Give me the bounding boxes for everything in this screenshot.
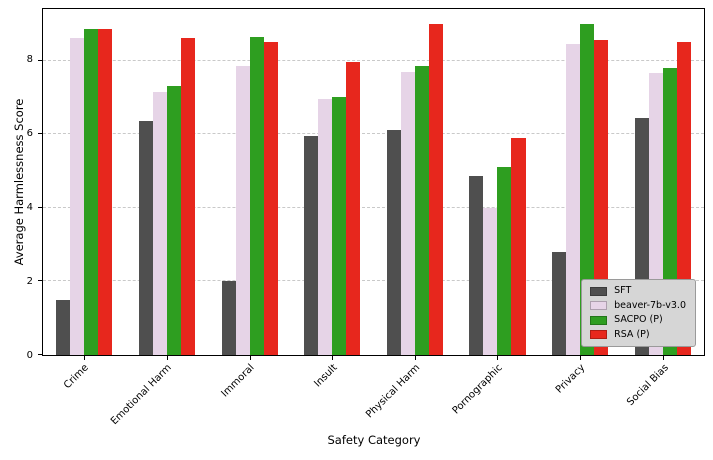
bar-sacpo-p- (84, 29, 99, 355)
bar-sft (138, 121, 153, 355)
legend-swatch (590, 330, 608, 340)
x-tick-mark (84, 355, 86, 360)
bar-sacpo-p- (414, 66, 429, 355)
legend: SFT beaver-7b-v3.0 SACPO (P) RSA (P) (581, 279, 696, 347)
y-tick-labels: 0 2 4 6 8 (0, 8, 42, 360)
bar-sacpo-p- (249, 36, 264, 355)
x-tick-label: Crime (61, 362, 91, 392)
y-tick-label: 0 (26, 350, 33, 361)
y-tick-mark (38, 206, 43, 208)
x-tick-mark (332, 355, 334, 360)
legend-entry: SACPO (P) (590, 314, 686, 326)
x-tick-label: Immoral (219, 362, 257, 400)
legend-swatch (590, 286, 608, 296)
x-tick-mark (497, 355, 499, 360)
x-tick-label: Pornographic (450, 362, 505, 417)
x-tick-mark (249, 355, 251, 360)
bar-beaver-7b-v3-0 (318, 99, 333, 355)
x-tick-mark (662, 355, 664, 360)
bar-group (43, 9, 126, 355)
bar-group (126, 9, 209, 355)
legend-label: SFT (614, 285, 632, 297)
legend-label: beaver-7b-v3.0 (614, 299, 686, 311)
legend-swatch (590, 301, 608, 311)
bar-group (208, 9, 291, 355)
bar-rsa-p- (428, 23, 443, 355)
bar-sft (56, 299, 71, 355)
bar-rsa-p- (263, 42, 278, 355)
x-tick-mark (414, 355, 416, 360)
bar-group (374, 9, 457, 355)
bar-beaver-7b-v3-0 (152, 91, 167, 355)
legend-entry: beaver-7b-v3.0 (590, 299, 686, 311)
bar-sft (469, 176, 484, 355)
bar-sacpo-p- (332, 97, 347, 355)
bar-beaver-7b-v3-0 (483, 207, 498, 355)
y-tick-mark (38, 354, 43, 355)
bar-rsa-p- (180, 38, 195, 355)
legend-label: RSA (P) (614, 328, 650, 340)
bar-rsa-p- (511, 137, 526, 355)
x-tick-label: Privacy (554, 362, 588, 396)
y-tick-label: 4 (26, 201, 33, 213)
gridline (43, 59, 704, 61)
legend-entry: RSA (P) (590, 328, 686, 340)
bar-sacpo-p- (497, 167, 512, 355)
x-tick-labels: Crime Emotional Harm Immoral Insult Physical… (42, 359, 705, 429)
bar-group (456, 9, 539, 355)
bar-sft (386, 130, 401, 355)
x-tick-label: Insult (311, 362, 340, 390)
bar-sft (221, 281, 236, 355)
bar-sacpo-p- (580, 23, 595, 355)
bar-group (291, 9, 374, 355)
bar-groups (43, 9, 704, 355)
plot-area: SFT beaver-7b-v3.0 SACPO (P) RSA (P) (38, 8, 705, 360)
x-tick-label: Social Bias (624, 362, 671, 409)
gridline (43, 206, 704, 208)
y-tick-mark (38, 59, 43, 61)
x-tick-mark (580, 355, 582, 360)
bar-rsa-p- (676, 42, 691, 355)
bar-sft (552, 251, 567, 355)
x-tick-label: Emotional Harm (108, 362, 174, 428)
bar-beaver-7b-v3-0 (566, 43, 581, 355)
y-tick-label: 2 (26, 275, 33, 287)
gridline (43, 133, 704, 135)
bar-rsa-p- (594, 40, 609, 355)
y-tick-label: 6 (26, 127, 33, 139)
y-tick-mark (38, 280, 43, 282)
bar-beaver-7b-v3-0 (235, 66, 250, 355)
bar-rsa-p- (98, 29, 113, 355)
bar-group (539, 9, 622, 355)
bar-beaver-7b-v3-0 (70, 38, 85, 355)
bar-beaver-7b-v3-0 (400, 71, 415, 355)
x-axis-label: Safety Category (327, 433, 421, 447)
bar-sft (304, 136, 319, 355)
legend-label: SACPO (P) (614, 314, 663, 326)
bar-rsa-p- (346, 62, 361, 355)
x-tick-label: Physical Harm (363, 362, 423, 421)
x-tick-mark (166, 355, 168, 360)
legend-entry: SFT (590, 285, 686, 297)
y-tick-label: 8 (26, 53, 33, 65)
legend-swatch (590, 315, 608, 325)
y-tick-mark (38, 133, 43, 135)
bar-sacpo-p- (166, 86, 181, 355)
gridline (43, 280, 704, 282)
